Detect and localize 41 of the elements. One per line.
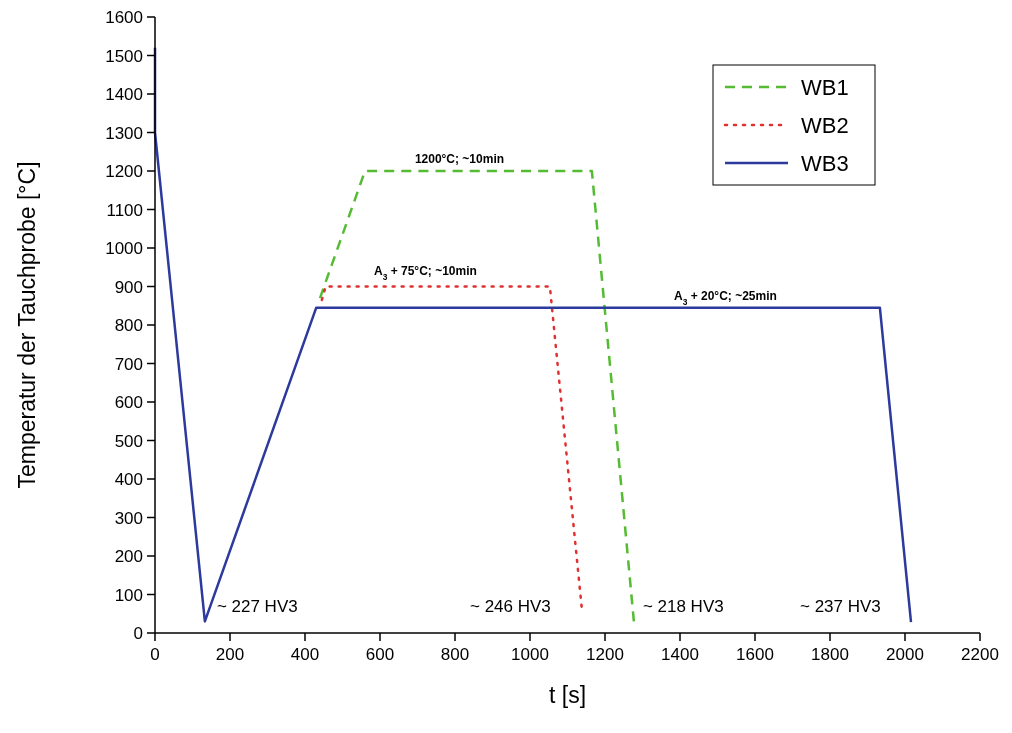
x-tick-label: 1000 (511, 645, 549, 664)
y-tick-label: 1500 (105, 46, 143, 66)
annotation: ~ 227 HV3 (216, 596, 298, 616)
y-tick-label: 800 (114, 316, 143, 335)
y-tick-label: 1100 (106, 200, 143, 220)
x-tick-label: 800 (440, 645, 470, 664)
y-tick-label: 300 (114, 508, 143, 528)
y-tick-label: 1600 (105, 8, 143, 27)
annotation: ~ 237 HV3 (800, 596, 881, 616)
y-tick-label: 400 (114, 470, 143, 489)
y-tick-label: 200 (114, 547, 143, 566)
y-tick-label: 1200 (105, 162, 143, 181)
y-tick-label: 700 (114, 354, 143, 374)
annotation: A$_{3}$ + 20°C; ~25min (674, 288, 777, 307)
legend-label: WB2 (801, 113, 849, 138)
y-tick-label: 100 (114, 585, 143, 605)
x-tick-label: 200 (215, 645, 245, 664)
y-tick-label: 0 (133, 624, 143, 643)
x-tick-label: 1200 (586, 645, 624, 664)
y-tick-label: 900 (114, 277, 143, 297)
x-tick-label: 1400 (661, 645, 699, 664)
x-axis-title: t [s] (548, 682, 587, 708)
x-tick-label: 600 (365, 645, 395, 664)
annotation: ~ 218 HV3 (642, 596, 724, 616)
y-tick-label: 1300 (105, 123, 143, 143)
y-tick-label: 600 (114, 393, 143, 412)
y-tick-label: 500 (114, 431, 143, 451)
y-tick-label: 1400 (105, 85, 143, 104)
legend-label: WB3 (801, 151, 849, 176)
legend-label: WB1 (801, 75, 849, 100)
annotation: A$_{3}$ + 75°C; ~10min (374, 263, 477, 282)
x-tick-label: 2000 (886, 645, 924, 664)
x-tick-label: 400 (290, 645, 320, 664)
annotation: ~ 246 HV3 (470, 596, 551, 616)
x-tick-label: 2200 (961, 645, 999, 664)
x-tick-label: 1600 (736, 645, 774, 664)
y-axis-title: Temperatur der Tauchprobe [°C] (14, 161, 40, 489)
x-tick-label: 1800 (811, 645, 849, 664)
x-tick-label: 0 (150, 645, 160, 664)
y-tick-label: 1000 (105, 239, 143, 258)
annotation: 1200°C; ~10min (414, 152, 505, 167)
